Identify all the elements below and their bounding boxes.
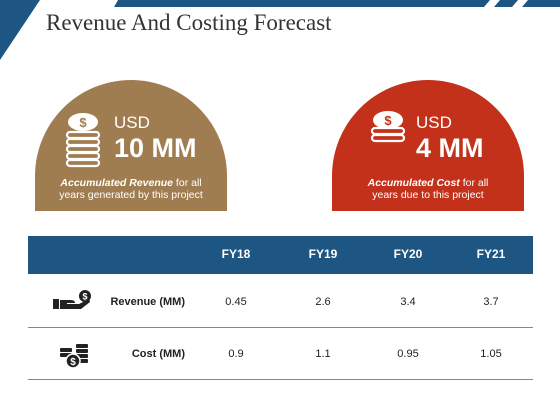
row-label-cost: Cost (MM) bbox=[131, 348, 185, 360]
revenue-description-bold: Accumulated Revenue bbox=[60, 177, 174, 189]
money-in-hand-icon: $ bbox=[53, 290, 91, 309]
revenue-description-rest: for all bbox=[173, 177, 202, 189]
svg-text:$: $ bbox=[70, 357, 76, 368]
table-bottom-border bbox=[28, 379, 533, 380]
column-header-fy21: FY21 bbox=[476, 247, 506, 261]
coins-with-dollar-icon: $ bbox=[60, 344, 88, 369]
revenue-description: Accumulated Revenue for all years genera… bbox=[35, 177, 227, 201]
cost-description-line2: years due to this project bbox=[372, 189, 484, 201]
revenue-card: $ USD 10 MM Accumulated Revenue for all … bbox=[35, 80, 227, 211]
coin-stack-icon: $ bbox=[65, 113, 101, 168]
column-header-fy18: FY18 bbox=[221, 247, 251, 261]
cost-amount: 4 MM bbox=[416, 133, 484, 163]
table-header bbox=[28, 236, 533, 274]
revenue-description-line2: years generated by this project bbox=[59, 189, 203, 201]
coin-stack-icon: $ bbox=[370, 111, 406, 143]
svg-text:$: $ bbox=[79, 115, 87, 130]
cell-cost-fy19: 1.1 bbox=[315, 348, 331, 360]
svg-text:$: $ bbox=[82, 292, 87, 302]
header-decoration bbox=[0, 0, 560, 60]
revenue-currency: USD bbox=[114, 113, 150, 132]
cell-revenue-fy19: 2.6 bbox=[315, 296, 331, 308]
row-label-revenue: Revenue (MM) bbox=[110, 296, 185, 308]
cell-cost-fy21: 1.05 bbox=[480, 348, 502, 360]
page-title: Revenue And Costing Forecast bbox=[46, 10, 332, 35]
cost-description-rest: for all bbox=[459, 177, 489, 189]
cell-cost-fy20: 0.95 bbox=[397, 348, 419, 360]
cell-revenue-fy18: 0.45 bbox=[225, 296, 247, 308]
column-header-fy20: FY20 bbox=[393, 247, 423, 261]
column-header-fy19: FY19 bbox=[308, 247, 338, 261]
cost-currency: USD bbox=[416, 113, 452, 132]
svg-text:$: $ bbox=[384, 113, 392, 128]
cost-description: Accumulated Cost for all years due to th… bbox=[332, 177, 524, 201]
cell-revenue-fy21: 3.7 bbox=[483, 296, 499, 308]
cell-revenue-fy20: 3.4 bbox=[400, 296, 416, 308]
revenue-amount: 10 MM bbox=[114, 133, 197, 163]
cost-card: $ USD 4 MM Accumulated Cost for all year… bbox=[332, 80, 524, 211]
cost-description-bold: Accumulated Cost bbox=[367, 177, 460, 189]
cell-cost-fy18: 0.9 bbox=[228, 348, 244, 360]
row-divider bbox=[28, 327, 533, 328]
